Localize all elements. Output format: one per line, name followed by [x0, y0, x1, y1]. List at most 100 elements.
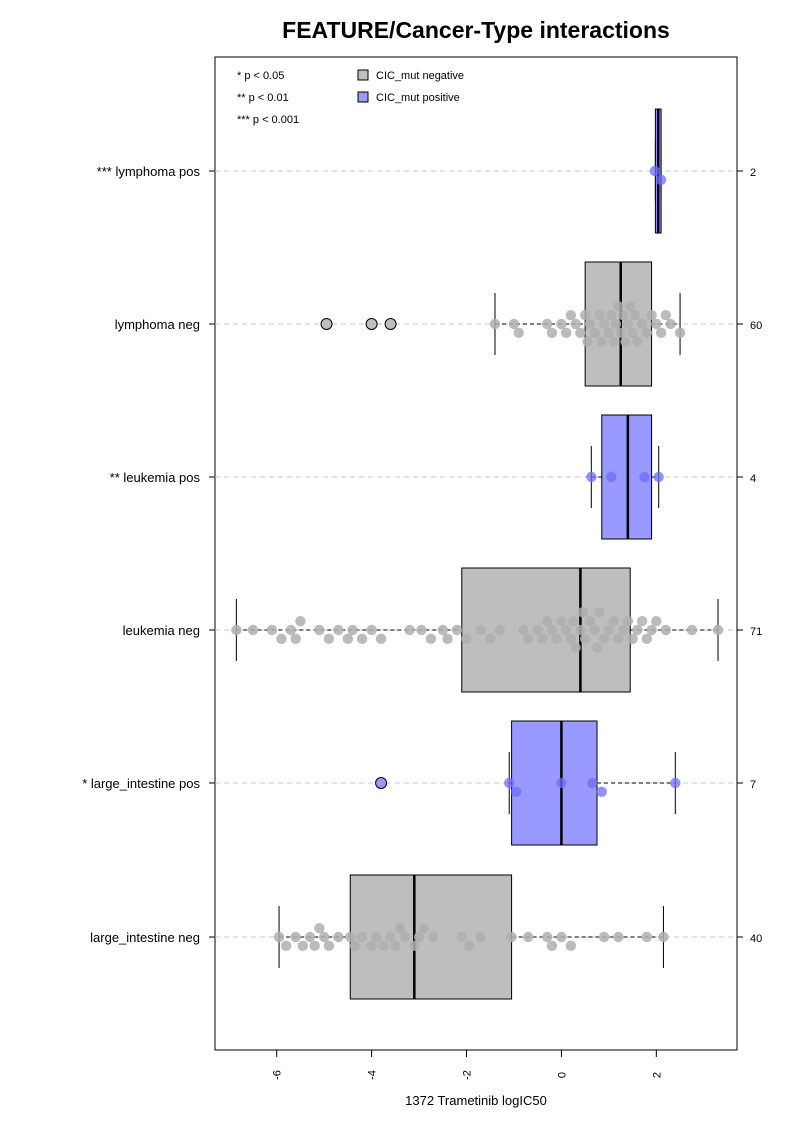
data-points: [231, 165, 724, 952]
data-point: [655, 174, 667, 186]
data-point: [356, 633, 368, 645]
data-point: [511, 786, 522, 798]
x-axis: -6 -4 -2 0 2: [272, 1050, 663, 1080]
x-tick-label: -6: [272, 1070, 284, 1080]
outlier-point: [375, 777, 388, 789]
group-count: 40: [750, 933, 762, 945]
group-label: large_intestine neg: [90, 930, 200, 945]
data-point: [375, 633, 387, 645]
data-point: [560, 327, 572, 339]
data-point: [276, 633, 287, 645]
data-point: [546, 940, 558, 952]
legend: * p < 0.05 ** p < 0.01 *** p < 0.001 CIC_mu…: [237, 69, 464, 126]
data-point: [425, 633, 437, 645]
group-count: 60: [750, 320, 762, 332]
data-point: [428, 931, 439, 943]
data-point: [532, 624, 543, 636]
data-point: [620, 336, 631, 347]
data-point: [617, 309, 629, 321]
group-count: 4: [750, 473, 756, 485]
data-point: [670, 777, 681, 789]
group-label: ** leukemia pos: [110, 470, 201, 485]
data-point: [378, 940, 389, 952]
data-point: [556, 777, 567, 789]
data-point: [587, 777, 598, 789]
data-point: [295, 615, 306, 627]
data-point: [560, 624, 572, 636]
group-label: leukemia neg: [123, 623, 200, 638]
data-point: [508, 318, 520, 330]
data-point: [570, 642, 581, 653]
data-point: [290, 931, 301, 943]
data-point: [285, 624, 297, 636]
data-point: [632, 624, 643, 636]
data-point: [333, 931, 344, 943]
data-point: [247, 624, 259, 636]
data-point: [603, 327, 615, 339]
data-point: [345, 931, 356, 943]
data-point: [629, 309, 641, 321]
data-point: [404, 624, 415, 636]
data-point: [475, 624, 486, 636]
data-point: [413, 931, 425, 943]
data-point: [658, 931, 669, 943]
chart-title: FEATURE/Cancer-Type interactions: [282, 17, 670, 43]
data-point: [546, 327, 558, 339]
legend-swatch: [357, 69, 369, 81]
legend-label: CIC_mut negative: [376, 70, 464, 82]
data-point: [314, 922, 325, 934]
data-point: [541, 931, 553, 943]
data-point: [653, 471, 664, 483]
significance-legend-entry: * p < 0.05: [237, 70, 284, 82]
data-point: [627, 633, 638, 645]
data-point: [651, 318, 662, 330]
data-point: [399, 931, 411, 943]
data-point: [461, 633, 472, 645]
data-point: [280, 940, 292, 952]
data-point: [603, 624, 615, 636]
data-point: [309, 940, 320, 952]
data-point: [646, 309, 657, 321]
data-point: [582, 336, 593, 347]
data-point: [556, 931, 567, 943]
data-point: [568, 615, 579, 627]
data-point: [537, 633, 548, 645]
data-point: [442, 633, 453, 645]
group-label: lymphoma neg: [115, 317, 200, 332]
legend-label: CIC_mut positive: [376, 92, 460, 104]
data-point: [451, 624, 463, 636]
data-point: [349, 940, 361, 952]
data-point: [660, 624, 672, 636]
data-point: [598, 633, 610, 645]
data-point: [613, 931, 624, 943]
data-point: [606, 309, 617, 321]
outlier-point: [320, 318, 333, 330]
data-point: [651, 615, 662, 627]
data-point: [591, 642, 603, 653]
data-point: [686, 624, 698, 636]
group-count: 7: [750, 779, 756, 791]
data-point: [506, 931, 517, 943]
data-point: [584, 615, 596, 627]
group-label: * large_intestine pos: [82, 776, 200, 791]
data-point: [615, 327, 626, 339]
x-tick-label: 2: [651, 1072, 663, 1078]
data-point: [314, 624, 325, 636]
data-point: [579, 309, 591, 321]
data-point: [565, 940, 577, 952]
data-point: [390, 940, 401, 952]
outlier-point: [365, 318, 378, 330]
grid-lines: [215, 170, 737, 938]
data-point: [518, 624, 529, 636]
data-point: [613, 633, 624, 645]
data-point: [494, 624, 505, 636]
data-point: [608, 615, 619, 627]
data-point: [598, 931, 610, 943]
group-labels: *** lymphoma pos 2 lymphoma neg 60 ** leukem…: [82, 164, 762, 945]
data-point: [565, 309, 577, 321]
data-point: [632, 336, 643, 347]
data-point: [347, 624, 358, 636]
box: [511, 720, 598, 846]
data-point: [641, 327, 653, 339]
data-point: [418, 922, 429, 934]
